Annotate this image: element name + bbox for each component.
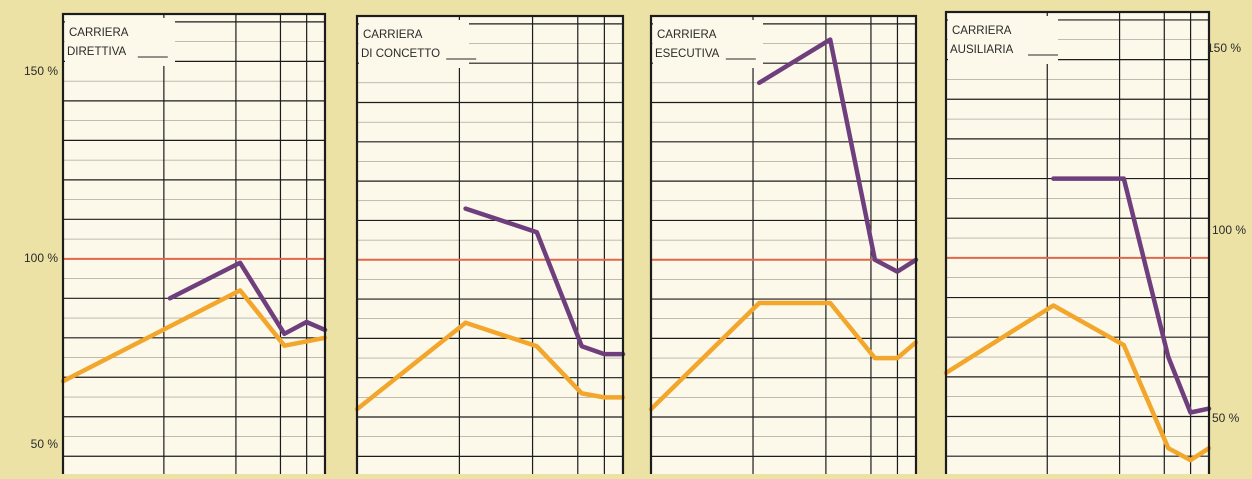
chart-panel-3: CARRIERA ESECUTIVA [648,14,919,478]
series-line-orange [648,300,919,412]
chart-panel-1: CARRIERA DIRETTIVA [60,12,328,478]
panel-background [651,16,916,476]
series-line-orange [354,320,626,412]
series-line-purple [1051,176,1212,415]
panel-background [946,12,1209,476]
panel-title-line2: DI CONCETTO [361,48,440,60]
title-backing [359,20,469,68]
title-backing [948,16,1058,64]
series-line-purple [463,206,626,357]
panel-title-line1: CARRIERA [363,29,423,41]
right-axis-label-150: 150 % [1207,41,1241,55]
series-line-purple [167,260,328,337]
panel-title-line1: CARRIERA [952,25,1012,37]
chart-panel-4: CARRIERA AUSILIARIA [943,10,1212,478]
title-backing [653,20,763,68]
left-axis-label-100: 100 % [24,251,58,265]
left-axis-label-150: 150 % [24,64,58,78]
chart-panel-2: CARRIERA DI CONCETTO [354,14,626,478]
right-axis-label-100: 100 % [1212,223,1246,237]
left-axis-label-50: 50 % [31,437,59,451]
panel-title-line2: DIRETTIVA [67,46,127,58]
panel-background [63,14,325,476]
panel-background [357,16,623,476]
title-backing [65,18,175,66]
panel-title-line2: ESECUTIVA [655,48,720,60]
panel-title-line2: AUSILIARIA [950,44,1014,56]
series-line-orange [60,288,328,384]
panel-title-line1: CARRIERA [69,27,129,39]
series-line-purple [756,37,919,274]
series-line-orange [943,303,1212,463]
panel-title-line1: CARRIERA [657,29,717,41]
right-axis-label-50: 50 % [1212,411,1240,425]
